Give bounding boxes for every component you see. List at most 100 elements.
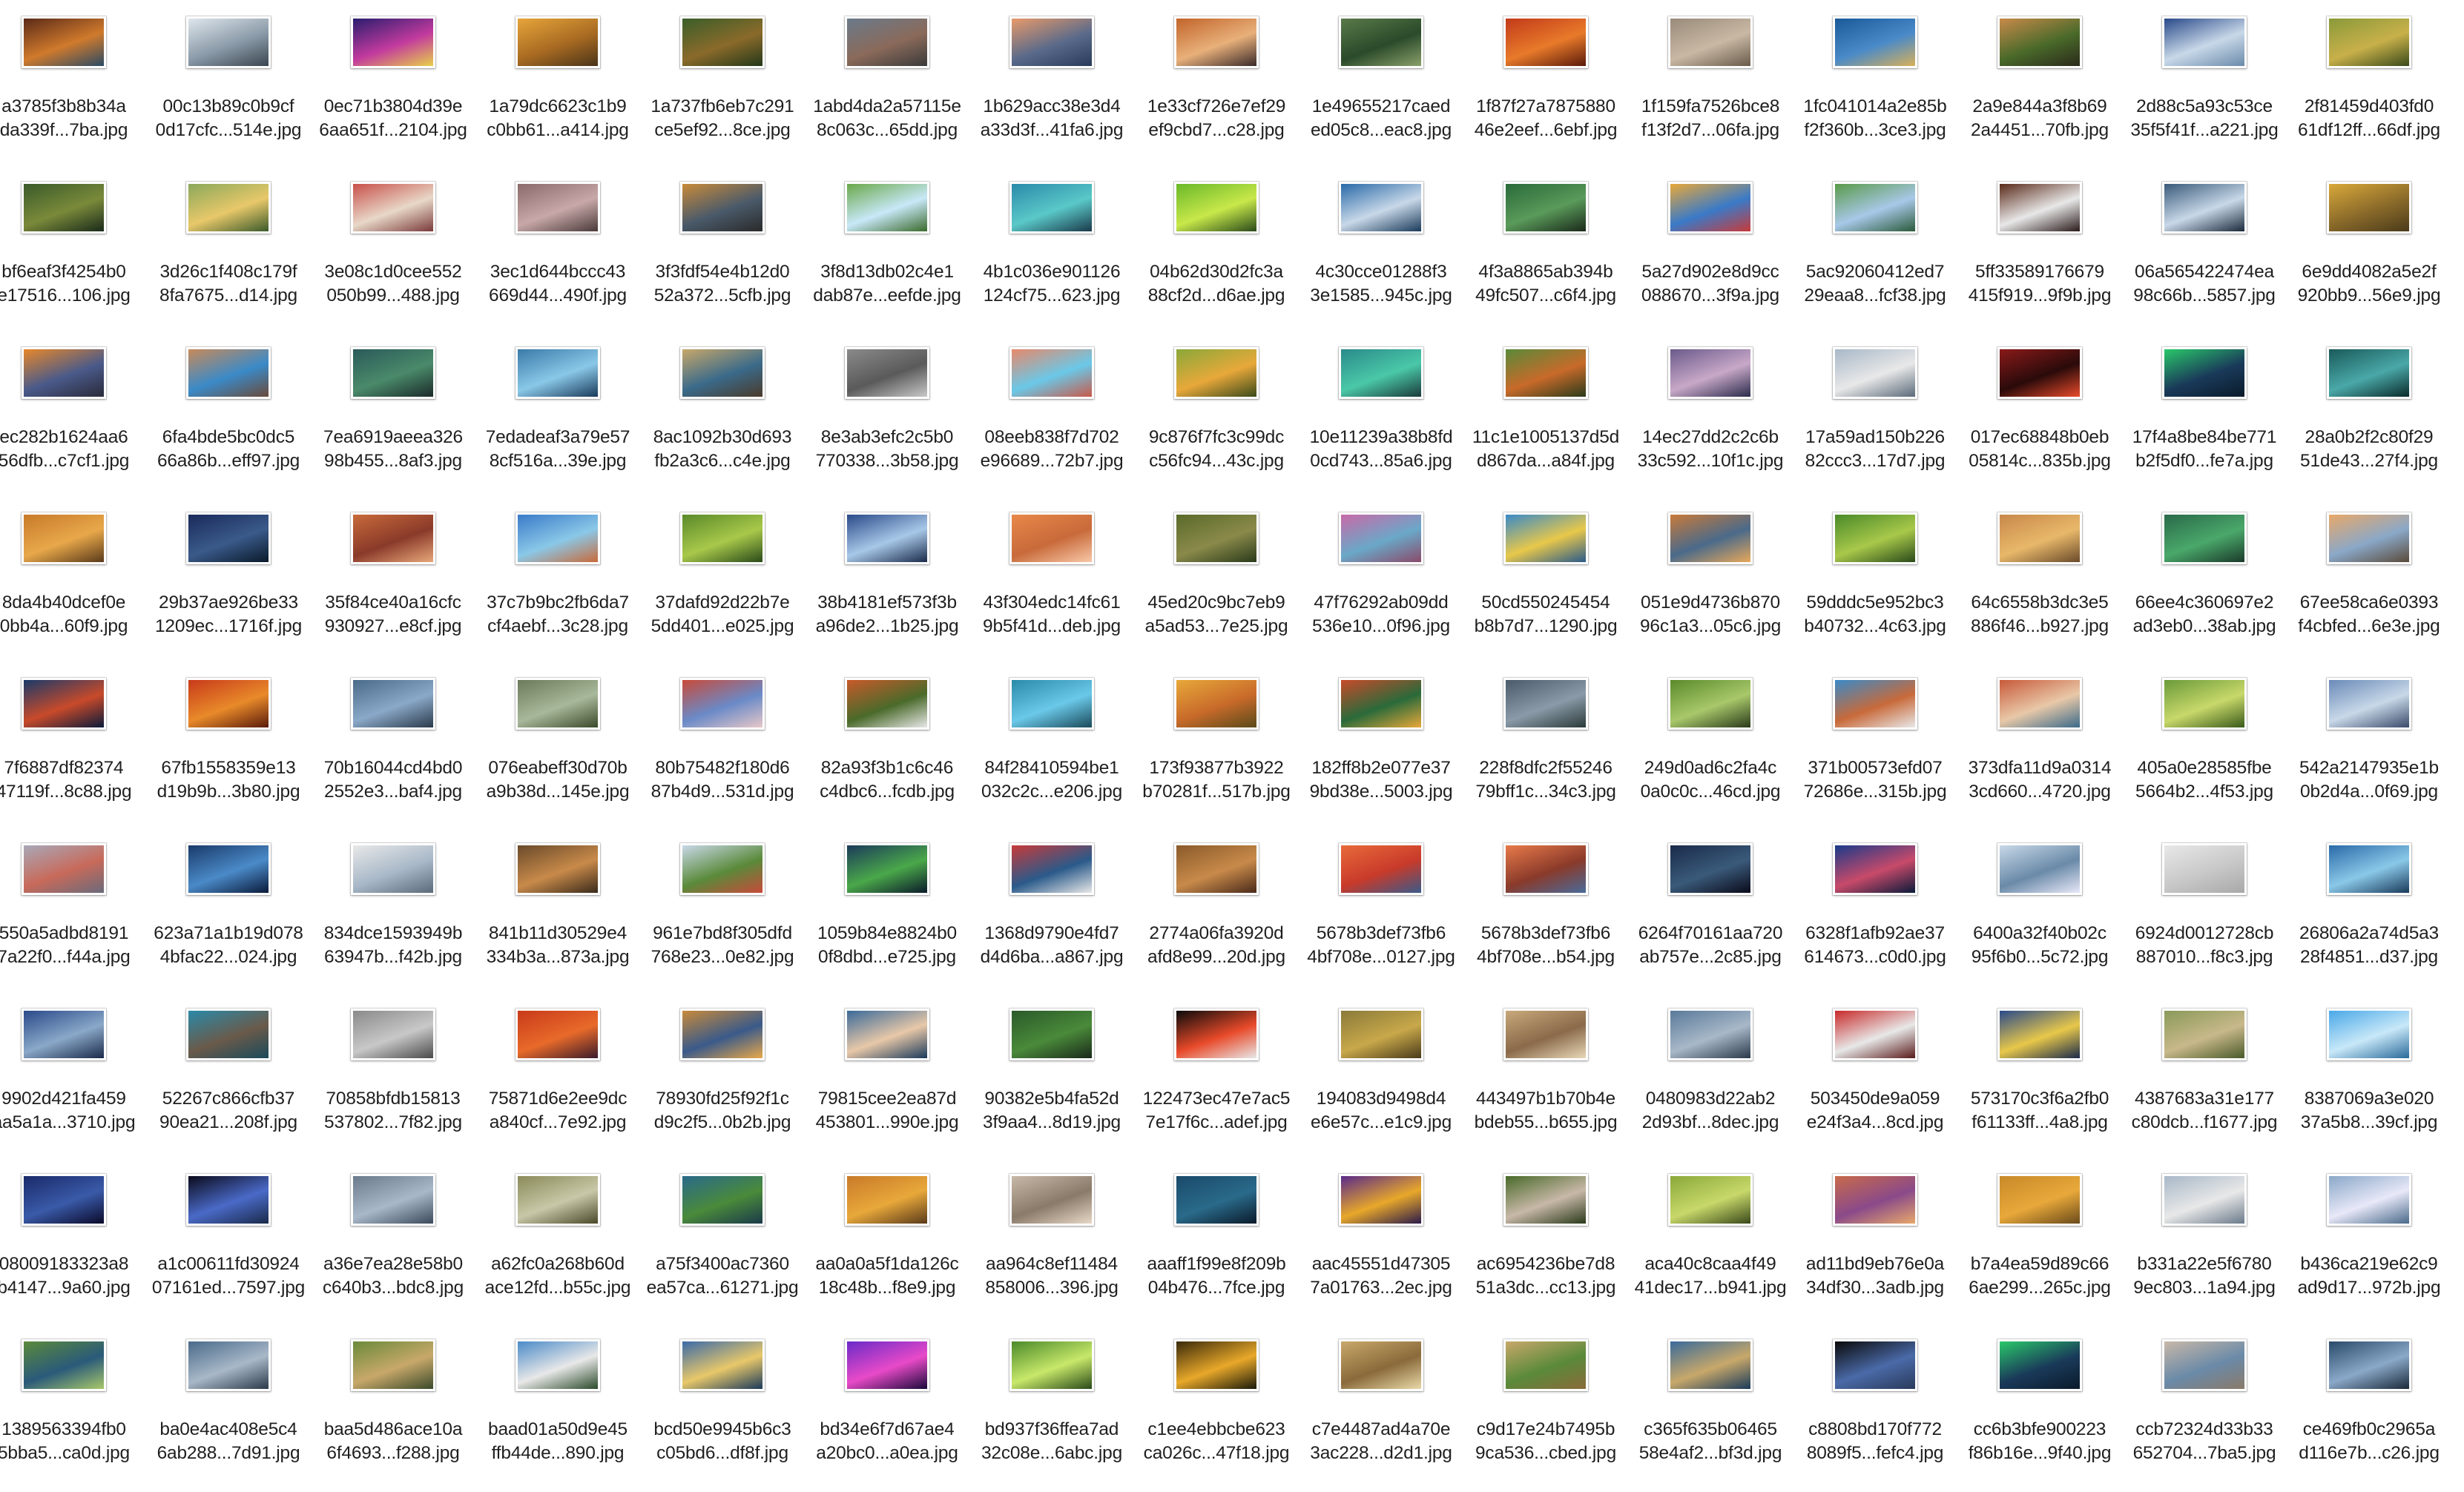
file-item[interactable]: aaaff1f99e8f209b 04b476...7fce.jpg bbox=[1134, 1159, 1299, 1322]
image-thumbnail[interactable] bbox=[515, 512, 600, 564]
file-item[interactable]: 5678b3def73fb6 4bf708e...0127.jpg bbox=[1299, 828, 1463, 991]
image-thumbnail[interactable] bbox=[2162, 1009, 2247, 1060]
image-thumbnail[interactable] bbox=[845, 347, 929, 399]
file-item[interactable]: 2f81459d403fd0 61df12ff...66df.jpg bbox=[2287, 1, 2451, 165]
image-thumbnail[interactable] bbox=[2162, 1174, 2247, 1226]
image-thumbnail[interactable] bbox=[680, 16, 765, 68]
image-thumbnail[interactable] bbox=[515, 843, 600, 895]
file-item[interactable]: 3e08c1d0cee552 050b99...488.jpg bbox=[311, 167, 475, 330]
image-thumbnail[interactable] bbox=[1997, 1009, 2082, 1060]
file-item[interactable]: 0ec71b3804d39e 6aa651f...2104.jpg bbox=[311, 1, 475, 165]
file-item[interactable]: ad11bd9eb76e0a 34df30...3adb.jpg bbox=[1793, 1159, 1957, 1322]
file-item[interactable]: 4c30cce01288f3 3e1585...945c.jpg bbox=[1299, 167, 1463, 330]
file-item[interactable]: 1a79dc6623c1b9 c0bb61...a414.jpg bbox=[475, 1, 640, 165]
image-thumbnail[interactable] bbox=[1174, 16, 1259, 68]
image-thumbnail[interactable] bbox=[1668, 678, 1753, 730]
image-thumbnail[interactable] bbox=[22, 843, 106, 895]
image-thumbnail[interactable] bbox=[1833, 347, 1917, 399]
image-thumbnail[interactable] bbox=[1009, 843, 1094, 895]
image-thumbnail[interactable] bbox=[22, 182, 106, 234]
file-item[interactable]: 373dfa11d9a0314 3cd660...4720.jpg bbox=[1957, 663, 2122, 826]
file-item[interactable]: 573170c3f6a2fb0 f61133ff...4a8.jpg bbox=[1957, 994, 2122, 1157]
image-thumbnail[interactable] bbox=[1833, 16, 1917, 68]
image-thumbnail[interactable] bbox=[680, 1339, 765, 1391]
image-thumbnail[interactable] bbox=[2327, 1174, 2411, 1226]
file-item[interactable]: 3f3fdf54e4b12d0 52a372...5cfb.jpg bbox=[640, 167, 805, 330]
file-item[interactable]: c8808bd170f772 8089f5...fefc4.jpg bbox=[1793, 1324, 1957, 1488]
file-item[interactable]: 7ea6919aeea326 98b455...8af3.jpg bbox=[311, 332, 475, 495]
image-thumbnail[interactable] bbox=[1668, 182, 1753, 234]
file-item[interactable]: 503450de9a059 e24f3a4...8cd.jpg bbox=[1793, 994, 1957, 1157]
file-item[interactable]: bf6eaf3f4254b0 e17516...106.jpg bbox=[0, 167, 146, 330]
image-thumbnail[interactable] bbox=[1997, 512, 2082, 564]
file-item[interactable]: 1b629acc38e3d4 a33d3f...41fa6.jpg bbox=[969, 1, 1134, 165]
file-item[interactable]: 194083d9498d4 e6e57c...e1c9.jpg bbox=[1299, 994, 1463, 1157]
image-thumbnail[interactable] bbox=[515, 678, 600, 730]
file-item[interactable]: aca40c8caa4f49 41dec17...b941.jpg bbox=[1628, 1159, 1793, 1322]
file-item[interactable]: 8387069a3e020 37a5b8...39cf.jpg bbox=[2287, 994, 2451, 1157]
file-item[interactable]: 47f76292ab09dd 536e10...0f96.jpg bbox=[1299, 498, 1463, 661]
file-item[interactable]: 550a5adbd8191 7a22f0...f44a.jpg bbox=[0, 828, 146, 991]
file-item[interactable]: 405a0e28585fbe 5664b2...4f53.jpg bbox=[2122, 663, 2287, 826]
image-thumbnail[interactable] bbox=[1009, 182, 1094, 234]
image-thumbnail[interactable] bbox=[680, 1009, 765, 1060]
image-thumbnail[interactable] bbox=[1174, 1339, 1259, 1391]
file-item[interactable]: 79815cee2ea87d 453801...990e.jpg bbox=[805, 994, 969, 1157]
image-thumbnail[interactable] bbox=[2162, 512, 2247, 564]
file-item[interactable]: 11c1e1005137d5d d867da...a84f.jpg bbox=[1463, 332, 1628, 495]
image-thumbnail[interactable] bbox=[186, 512, 271, 564]
image-thumbnail[interactable] bbox=[2327, 512, 2411, 564]
image-thumbnail[interactable] bbox=[1997, 1339, 2082, 1391]
image-thumbnail[interactable] bbox=[22, 1009, 106, 1060]
image-thumbnail[interactable] bbox=[1997, 843, 2082, 895]
image-thumbnail[interactable] bbox=[22, 512, 106, 564]
image-thumbnail[interactable] bbox=[186, 843, 271, 895]
file-item[interactable]: 00c13b89c0b9cf 0d17cfc...514e.jpg bbox=[146, 1, 311, 165]
file-item[interactable]: ec282b1624aa6 56dfb...c7cf1.jpg bbox=[0, 332, 146, 495]
image-thumbnail[interactable] bbox=[845, 1174, 929, 1226]
image-thumbnail[interactable] bbox=[1174, 1009, 1259, 1060]
file-item[interactable]: b331a22e5f6780 9ec803...1a94.jpg bbox=[2122, 1159, 2287, 1322]
image-thumbnail[interactable] bbox=[186, 1174, 271, 1226]
file-item[interactable]: 70b16044cd4bd0 2552e3...baf4.jpg bbox=[311, 663, 475, 826]
file-item[interactable]: 1f159fa7526bce8 f13f2d7...06fa.jpg bbox=[1628, 1, 1793, 165]
image-thumbnail[interactable] bbox=[1833, 1339, 1917, 1391]
image-thumbnail[interactable] bbox=[1833, 512, 1917, 564]
image-thumbnail[interactable] bbox=[22, 678, 106, 730]
image-thumbnail[interactable] bbox=[1503, 347, 1588, 399]
file-item[interactable]: 0480983d22ab2 2d93bf...8dec.jpg bbox=[1628, 994, 1793, 1157]
file-item[interactable]: 3d26c1f408c179f 8fa7675...d14.jpg bbox=[146, 167, 311, 330]
image-thumbnail[interactable] bbox=[1339, 678, 1423, 730]
image-thumbnail[interactable] bbox=[1009, 678, 1094, 730]
file-item[interactable]: 14ec27dd2c2c6b 33c592...10f1c.jpg bbox=[1628, 332, 1793, 495]
file-item[interactable]: 70858bfdb15813 537802...7f82.jpg bbox=[311, 994, 475, 1157]
image-thumbnail[interactable] bbox=[186, 182, 271, 234]
image-thumbnail[interactable] bbox=[680, 182, 765, 234]
image-thumbnail[interactable] bbox=[1339, 16, 1423, 68]
image-thumbnail[interactable] bbox=[1009, 16, 1094, 68]
file-item[interactable]: a36e7ea28e58b0 c640b3...bdc8.jpg bbox=[311, 1159, 475, 1322]
image-thumbnail[interactable] bbox=[2162, 347, 2247, 399]
image-thumbnail[interactable] bbox=[845, 1009, 929, 1060]
image-thumbnail[interactable] bbox=[1339, 1174, 1423, 1226]
file-item[interactable]: 051e9d4736b870 96c1a3...05c6.jpg bbox=[1628, 498, 1793, 661]
file-item[interactable]: 67fb1558359e13 d19b9b...3b80.jpg bbox=[146, 663, 311, 826]
image-thumbnail[interactable] bbox=[1668, 16, 1753, 68]
file-item[interactable]: 1fc041014a2e85b f2f360b...3ce3.jpg bbox=[1793, 1, 1957, 165]
file-item[interactable]: 17f4a8be84be771 b2f5df0...fe7a.jpg bbox=[2122, 332, 2287, 495]
image-thumbnail[interactable] bbox=[1339, 1339, 1423, 1391]
file-item[interactable]: 06a565422474ea 98c66b...5857.jpg bbox=[2122, 167, 2287, 330]
file-item[interactable]: 17a59ad150b226 82ccc3...17d7.jpg bbox=[1793, 332, 1957, 495]
file-item[interactable]: 82a93f3b1c6c46 c4dbc6...fcdb.jpg bbox=[805, 663, 969, 826]
image-thumbnail[interactable] bbox=[1833, 678, 1917, 730]
image-thumbnail[interactable] bbox=[2162, 182, 2247, 234]
image-thumbnail[interactable] bbox=[680, 843, 765, 895]
image-thumbnail[interactable] bbox=[2162, 1339, 2247, 1391]
image-thumbnail[interactable] bbox=[2327, 1009, 2411, 1060]
file-item[interactable]: 4f3a8865ab394b 49fc507...c6f4.jpg bbox=[1463, 167, 1628, 330]
image-thumbnail[interactable] bbox=[186, 16, 271, 68]
file-item[interactable]: 78930fd25f92f1c d9c2f5...0b2b.jpg bbox=[640, 994, 805, 1157]
image-thumbnail[interactable] bbox=[680, 1174, 765, 1226]
file-item[interactable]: bd937f36ffea7ad 32c08e...6abc.jpg bbox=[969, 1324, 1134, 1488]
file-item[interactable]: 542a2147935e1b 0b2d4a...0f69.jpg bbox=[2287, 663, 2451, 826]
